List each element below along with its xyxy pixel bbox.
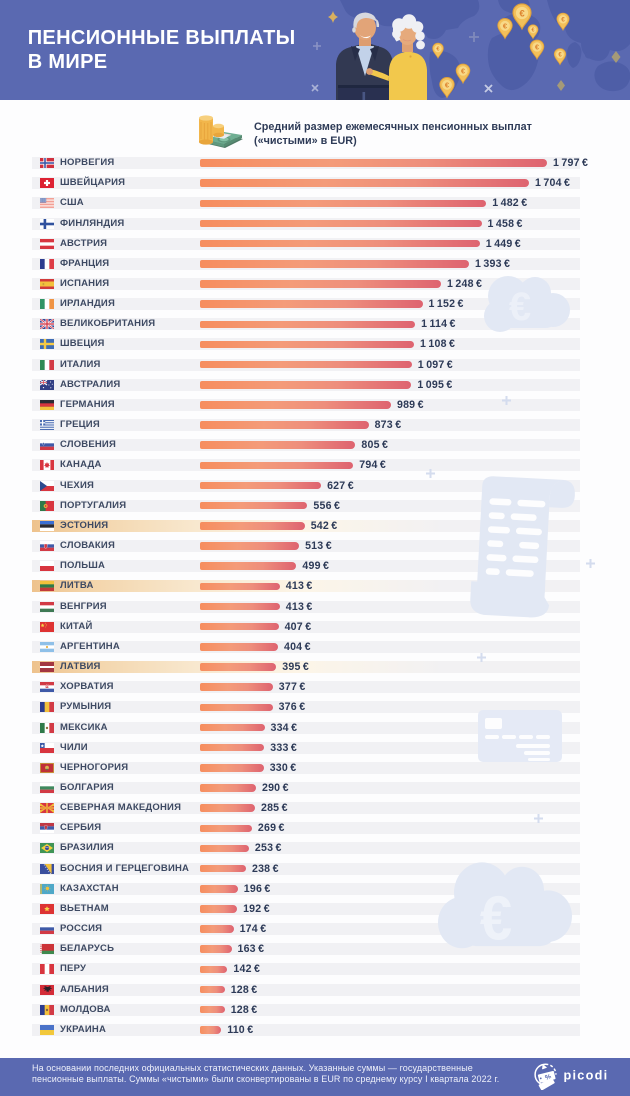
svg-text:picodi: picodi xyxy=(564,1068,609,1082)
svg-text:€: € xyxy=(519,9,525,20)
svg-text:€: € xyxy=(436,47,440,53)
svg-text:€: € xyxy=(535,43,539,52)
svg-text:€: € xyxy=(532,28,535,34)
svg-text:€: € xyxy=(503,22,508,31)
svg-text:€: € xyxy=(480,884,512,953)
svg-text:€: € xyxy=(561,17,565,24)
svg-text:€: € xyxy=(558,52,562,59)
svg-text:€: € xyxy=(461,67,465,76)
svg-text:%: % xyxy=(544,1073,552,1081)
svg-text:€: € xyxy=(445,81,450,90)
svg-text:€: € xyxy=(509,285,531,329)
